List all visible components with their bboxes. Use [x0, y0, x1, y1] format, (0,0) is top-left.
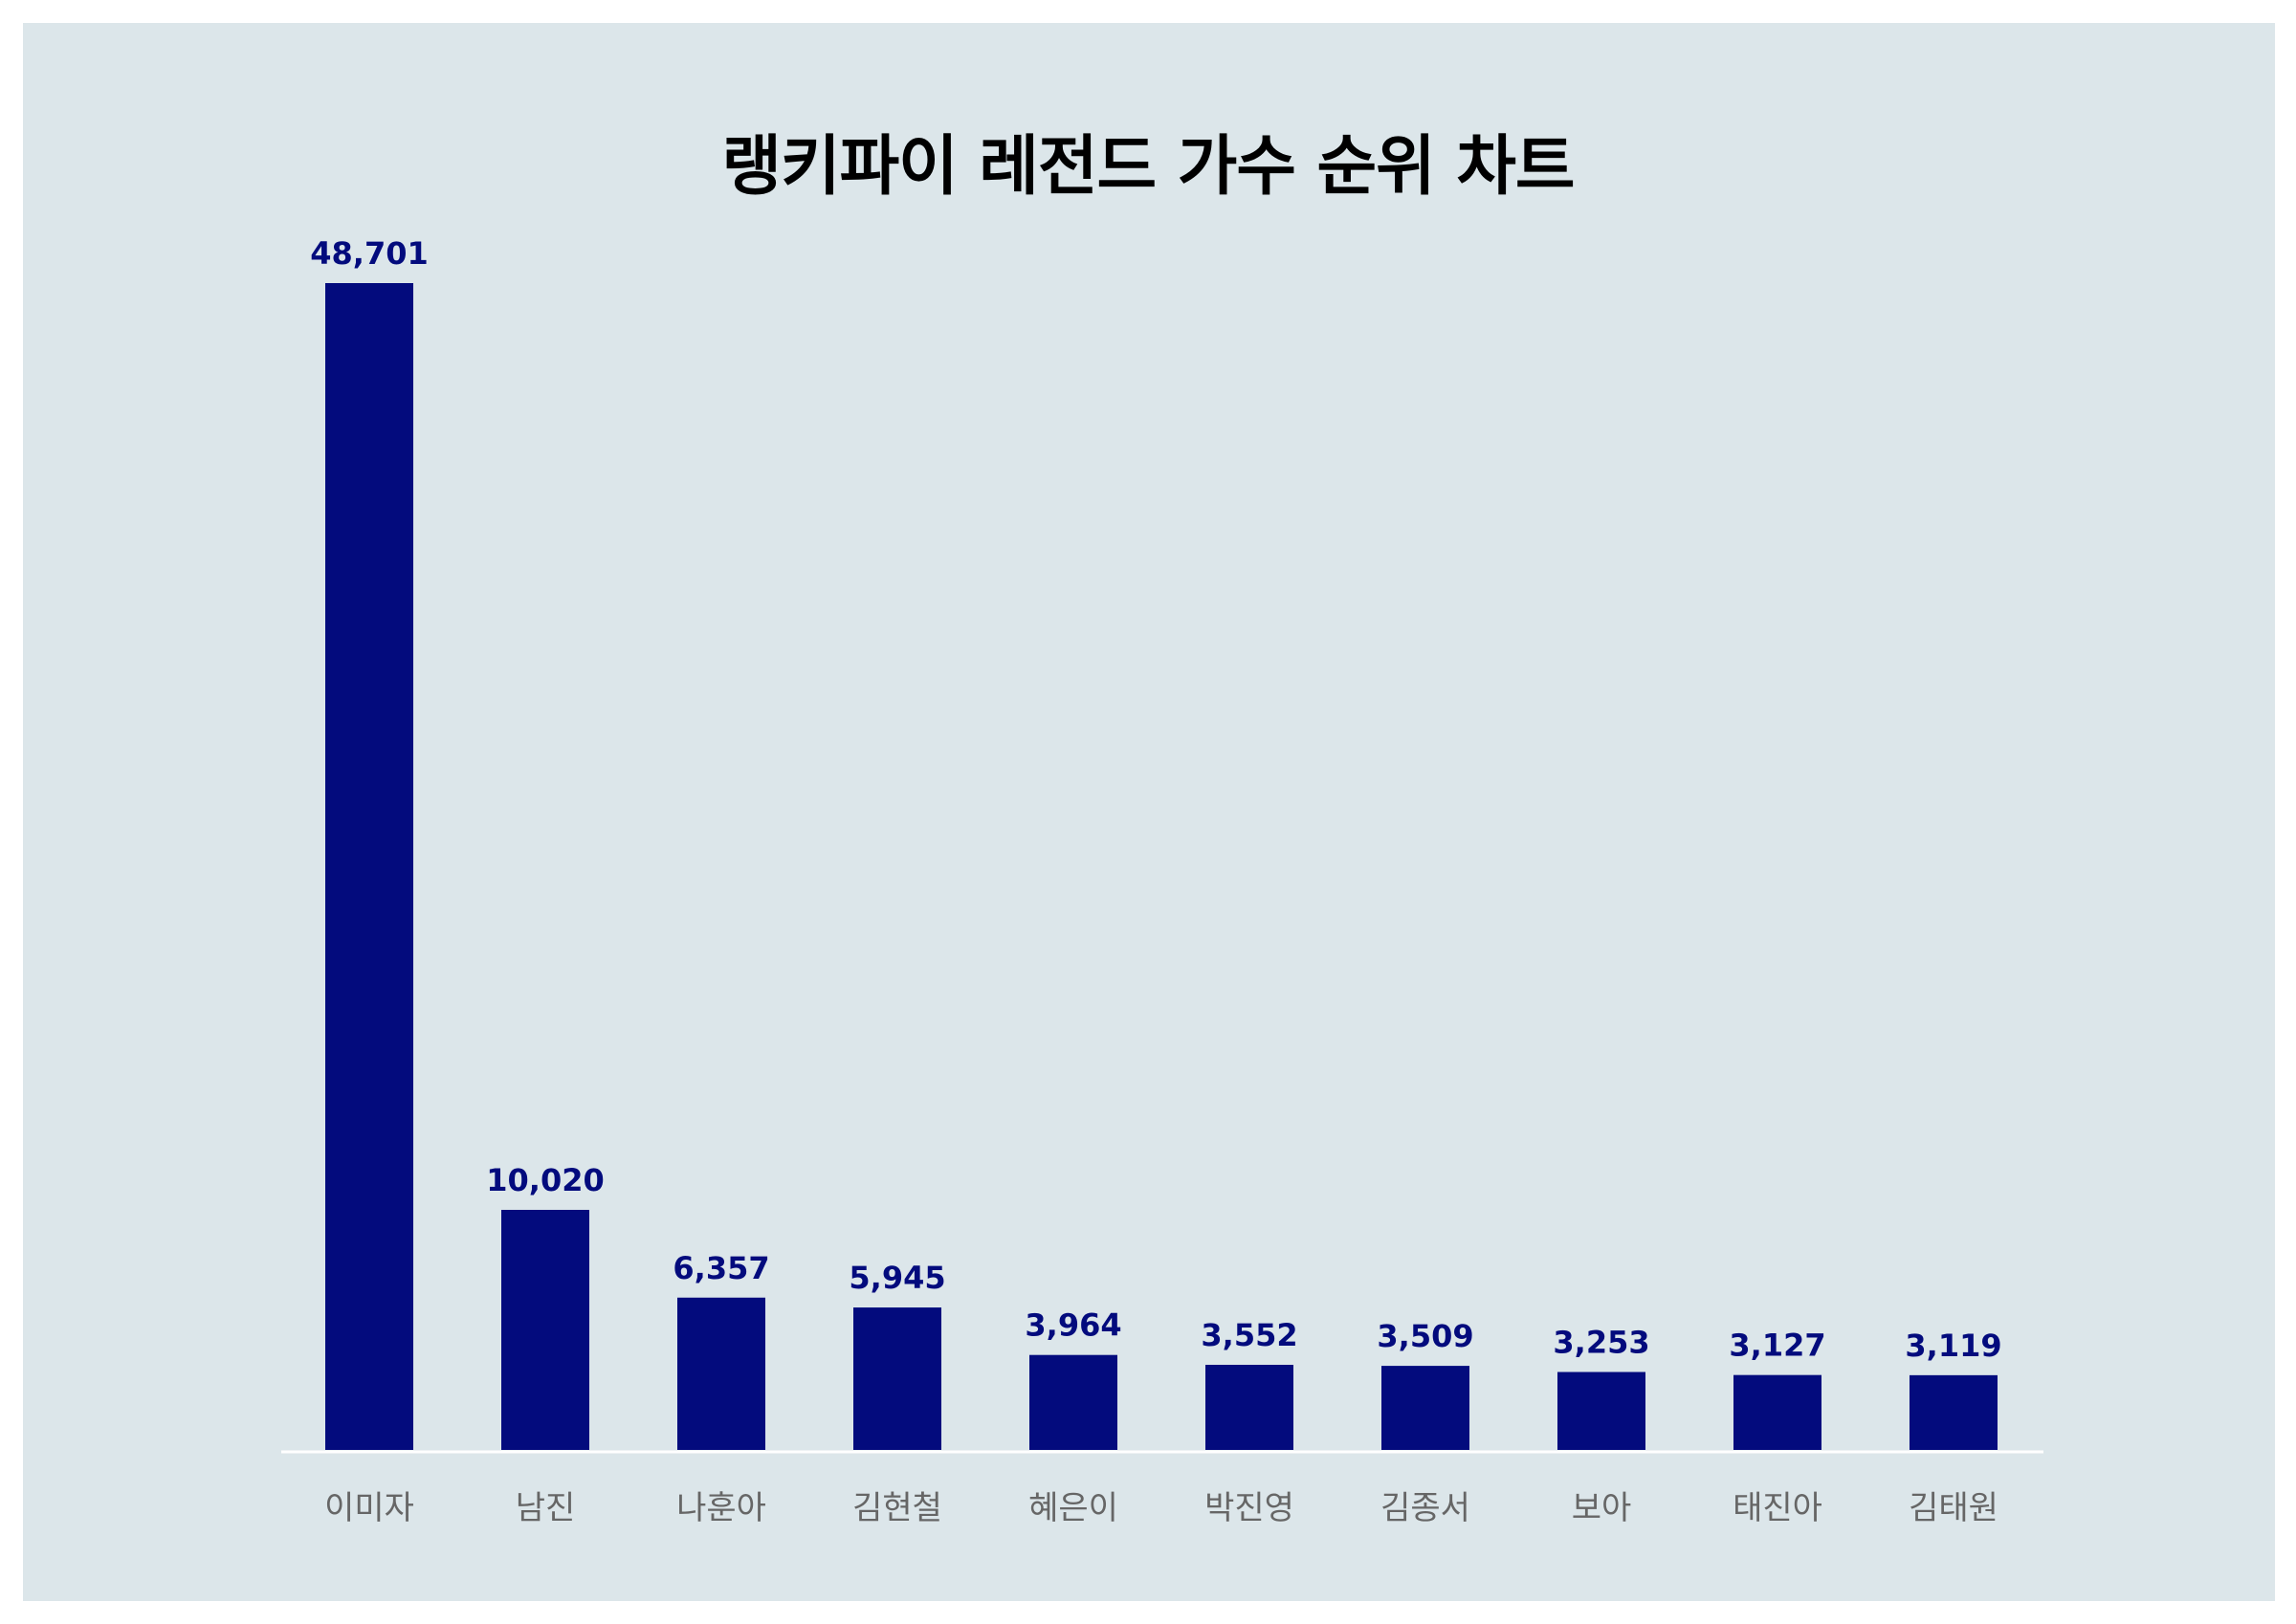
category-label-9: 태진아	[1733, 1489, 1822, 1527]
category-label-2: 남진	[516, 1489, 576, 1527]
category-labels-group: 이미자 남진 나훈아 김현철 혜은이 박진영 김종서 보아 태진아 김태원	[324, 1489, 1998, 1527]
value-label-4: 5,945	[849, 1260, 945, 1296]
category-label-1: 이미자	[324, 1489, 414, 1527]
bar-10	[1910, 1374, 1998, 1450]
value-label-1: 48,701	[310, 235, 428, 272]
bar-1	[325, 283, 413, 1450]
category-label-6: 박진영	[1204, 1489, 1294, 1527]
category-label-8: 보아	[1572, 1489, 1632, 1527]
bar-2	[501, 1209, 589, 1450]
chart-title: 랭키파이 레전드 가수 순위 차트	[721, 129, 1576, 205]
bar-3	[677, 1297, 765, 1450]
value-label-3: 6,357	[673, 1250, 769, 1286]
value-label-5: 3,964	[1025, 1307, 1121, 1344]
category-label-7: 김종서	[1380, 1489, 1470, 1527]
value-labels-group: 48,701 10,020 6,357 5,945 3,964 3,552 3,509 3,2…	[310, 235, 2001, 1364]
category-label-5: 혜은이	[1028, 1489, 1118, 1527]
value-label-9: 3,127	[1729, 1328, 1825, 1364]
bar-9	[1733, 1374, 1821, 1450]
category-label-3: 나훈아	[676, 1489, 766, 1527]
bar-5	[1029, 1354, 1117, 1450]
value-label-7: 3,509	[1377, 1318, 1473, 1354]
bar-7	[1381, 1366, 1469, 1450]
bar-6	[1205, 1365, 1293, 1450]
bar-8	[1557, 1372, 1645, 1450]
category-label-4: 김현철	[852, 1489, 942, 1527]
value-label-8: 3,253	[1553, 1325, 1649, 1361]
value-label-6: 3,552	[1201, 1317, 1297, 1353]
bar-4	[853, 1307, 941, 1450]
category-label-10: 김태원	[1909, 1489, 1998, 1527]
bars-group	[325, 283, 1998, 1450]
value-label-2: 10,020	[486, 1162, 604, 1198]
value-label-10: 3,119	[1905, 1328, 2001, 1364]
